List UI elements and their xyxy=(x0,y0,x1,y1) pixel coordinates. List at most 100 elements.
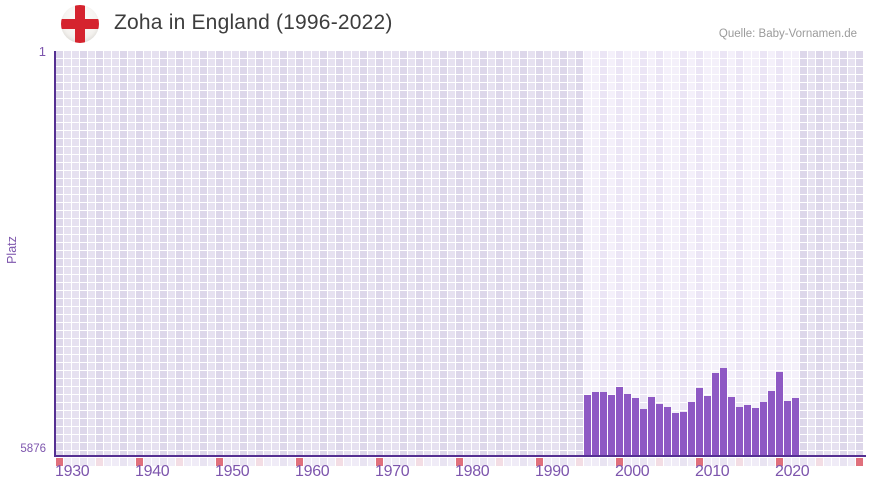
bar-1996[interactable] xyxy=(584,394,591,455)
axis-marker-cell-2008 xyxy=(680,458,688,466)
x-tick-label-1980: 1980 xyxy=(455,463,490,480)
axis-marker-cell-1933 xyxy=(80,458,88,466)
bar-2018[interactable] xyxy=(760,401,767,455)
bar-2013[interactable] xyxy=(720,368,727,455)
axis-marker-cell-1984 xyxy=(488,458,496,466)
axis-marker-cell-1932 xyxy=(72,458,80,466)
axis-marker-cell-1942 xyxy=(152,458,160,466)
axis-marker-cell-1961 xyxy=(304,458,312,466)
axis-marker-cell-1958 xyxy=(280,458,288,466)
bar-2003[interactable] xyxy=(640,409,647,455)
axis-marker-cell-1982 xyxy=(472,458,480,466)
bar-2009[interactable] xyxy=(688,402,695,455)
axis-marker-cell-1987 xyxy=(512,458,520,466)
bar-2020[interactable] xyxy=(776,371,783,455)
axis-marker-cell-1963 xyxy=(320,458,328,466)
axis-marker-cell-1940 xyxy=(136,458,144,466)
axis-marker-cell-1943 xyxy=(160,458,168,466)
axis-marker-cell-2019 xyxy=(768,458,776,466)
bar-2016[interactable] xyxy=(744,405,751,455)
y-axis-line xyxy=(54,51,56,457)
x-tick-label-1950: 1950 xyxy=(215,463,250,480)
bar-2006[interactable] xyxy=(664,407,671,455)
axis-marker-cell-1960 xyxy=(296,458,304,466)
axis-marker-cell-1985 xyxy=(496,458,504,466)
bar-2010[interactable] xyxy=(696,387,703,455)
axis-marker-cell-1988 xyxy=(520,458,528,466)
axis-marker-cell-1969 xyxy=(368,458,376,466)
axis-marker-cell-2002 xyxy=(632,458,640,466)
axis-marker-cell-1976 xyxy=(424,458,432,466)
axis-marker-cell-1981 xyxy=(464,458,472,466)
axis-marker-cell-1999 xyxy=(608,458,616,466)
bar-2004[interactable] xyxy=(648,397,655,455)
bar-2012[interactable] xyxy=(712,372,719,455)
bar-2019[interactable] xyxy=(768,390,775,455)
axis-marker-cell-2011 xyxy=(704,458,712,466)
axis-marker-cell-1948 xyxy=(200,458,208,466)
x-axis-line xyxy=(54,455,866,457)
axis-marker-cell-1945 xyxy=(176,458,184,466)
axis-marker-cell-1952 xyxy=(232,458,240,466)
axis-marker-cell-2001 xyxy=(624,458,632,466)
x-tick-label-1960: 1960 xyxy=(295,463,330,480)
axis-marker-cell-1992 xyxy=(552,458,560,466)
england-flag-icon xyxy=(61,5,99,43)
axis-marker-cell-1991 xyxy=(544,458,552,466)
bar-2015[interactable] xyxy=(736,406,743,455)
bar-2005[interactable] xyxy=(656,403,663,455)
bar-2022[interactable] xyxy=(792,397,799,455)
axis-marker-cell-2018 xyxy=(760,458,768,466)
bar-1999[interactable] xyxy=(608,395,615,455)
axis-marker-cell-2016 xyxy=(744,458,752,466)
axis-marker-cell-2004 xyxy=(648,458,656,466)
axis-marker-cell-1977 xyxy=(432,458,440,466)
axis-marker-cell-2030 xyxy=(856,458,864,466)
axis-marker-cell-2003 xyxy=(640,458,648,466)
x-tick-label-1940: 1940 xyxy=(135,463,170,480)
axis-marker-cell-2015 xyxy=(736,458,744,466)
flag-cross-vertical xyxy=(75,5,85,43)
axis-marker-cell-1973 xyxy=(400,458,408,466)
axis-marker-cell-2017 xyxy=(752,458,760,466)
axis-marker-cell-1990 xyxy=(536,458,544,466)
bar-2001[interactable] xyxy=(624,394,631,455)
bar-2017[interactable] xyxy=(752,407,759,455)
bar-2008[interactable] xyxy=(680,411,687,455)
axis-marker-cell-2020 xyxy=(776,458,784,466)
axis-marker-cell-1995 xyxy=(576,458,584,466)
axis-marker-cell-1970 xyxy=(376,458,384,466)
axis-marker-cell-1935 xyxy=(96,458,104,466)
axis-marker-cell-1950 xyxy=(216,458,224,466)
grid-lines xyxy=(56,51,864,455)
bar-1998[interactable] xyxy=(600,392,607,455)
bar-2000[interactable] xyxy=(616,386,623,455)
axis-marker-cell-1946 xyxy=(184,458,192,466)
axis-marker-cell-1965 xyxy=(336,458,344,466)
axis-marker-cell-1955 xyxy=(256,458,264,466)
bar-2002[interactable] xyxy=(632,398,639,455)
y-axis-label: Platz xyxy=(5,236,19,264)
bar-2014[interactable] xyxy=(728,397,735,455)
axis-marker-cell-2029 xyxy=(848,458,856,466)
axis-marker-cell-2026 xyxy=(824,458,832,466)
bar-2007[interactable] xyxy=(672,412,679,455)
axis-marker-cell-1980 xyxy=(456,458,464,466)
axis-marker-cell-2014 xyxy=(728,458,736,466)
axis-marker-cell-1971 xyxy=(384,458,392,466)
axis-marker-cell-1964 xyxy=(328,458,336,466)
x-tick-label-1970: 1970 xyxy=(375,463,410,480)
source-attribution: Quelle: Baby-Vornamen.de xyxy=(718,28,857,40)
axis-marker-cell-1994 xyxy=(568,458,576,466)
axis-marker-cell-1975 xyxy=(416,458,424,466)
axis-marker-row xyxy=(56,458,866,466)
axis-marker-cell-1934 xyxy=(88,458,96,466)
axis-marker-cell-1959 xyxy=(288,458,296,466)
axis-marker-cell-2013 xyxy=(720,458,728,466)
bar-2011[interactable] xyxy=(704,395,711,455)
bar-2021[interactable] xyxy=(784,400,791,455)
axis-marker-cell-1936 xyxy=(104,458,112,466)
axis-marker-cell-1931 xyxy=(64,458,72,466)
bar-1997[interactable] xyxy=(592,392,599,455)
x-tick-label-2010: 2010 xyxy=(695,463,730,480)
